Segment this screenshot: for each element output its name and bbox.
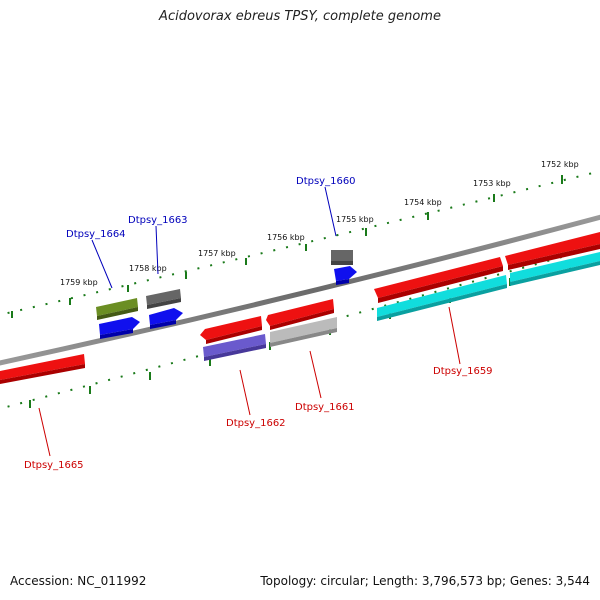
gene-feature[interactable] bbox=[334, 266, 357, 285]
gene-feature[interactable] bbox=[374, 257, 503, 303]
gene-feature[interactable] bbox=[99, 317, 140, 339]
label-leader-lines bbox=[38, 186, 461, 457]
gene-feature[interactable] bbox=[96, 298, 138, 320]
gene-label-dtpsy-1663[interactable]: Dtpsy_1663 bbox=[128, 215, 188, 226]
tick-label-1752: 1752 kbp bbox=[541, 160, 579, 169]
gene-feature[interactable] bbox=[0, 354, 85, 384]
gene-feature[interactable] bbox=[505, 232, 600, 270]
gene-feature[interactable] bbox=[203, 334, 266, 361]
tick-label-1755: 1755 kbp bbox=[336, 215, 374, 224]
accession-text: Accession: NC_011992 bbox=[10, 574, 147, 588]
tick-label-1756: 1756 kbp bbox=[267, 233, 305, 242]
gene-label-dtpsy-1665[interactable]: Dtpsy_1665 bbox=[24, 460, 84, 471]
gene-feature[interactable] bbox=[266, 299, 334, 330]
tick-label-1757: 1757 kbp bbox=[198, 249, 236, 258]
tick-label-1759: 1759 kbp bbox=[60, 278, 98, 287]
tick-label-1758: 1758 kbp bbox=[129, 264, 167, 273]
map-title: Acidovorax ebreus TPSY, complete genome bbox=[159, 9, 441, 24]
tick-label-1754: 1754 kbp bbox=[404, 198, 442, 207]
gene-feature[interactable] bbox=[270, 317, 337, 347]
gene-label-dtpsy-1662[interactable]: Dtpsy_1662 bbox=[226, 418, 286, 429]
gene-label-dtpsy-1661[interactable]: Dtpsy_1661 bbox=[295, 402, 355, 413]
outer-major-ticks bbox=[11, 175, 563, 318]
genome-backbone bbox=[0, 214, 600, 366]
gene-label-dtpsy-1664[interactable]: Dtpsy_1664 bbox=[66, 229, 126, 240]
gene-label-dtpsy-1659[interactable]: Dtpsy_1659 bbox=[433, 366, 493, 377]
genome-summary-text: Topology: circular; Length: 3,796,573 bp… bbox=[260, 574, 590, 588]
gene-feature[interactable] bbox=[510, 252, 600, 286]
tick-label-1753: 1753 kbp bbox=[473, 179, 511, 188]
gene-label-dtpsy-1660[interactable]: Dtpsy_1660 bbox=[296, 176, 356, 187]
gene-feature[interactable] bbox=[377, 275, 507, 321]
gene-feature[interactable] bbox=[200, 316, 262, 344]
gene-feature[interactable] bbox=[146, 289, 181, 309]
outer-tick-ring bbox=[0, 170, 600, 316]
gene-feature[interactable] bbox=[149, 308, 183, 329]
gene-feature[interactable] bbox=[331, 250, 353, 265]
